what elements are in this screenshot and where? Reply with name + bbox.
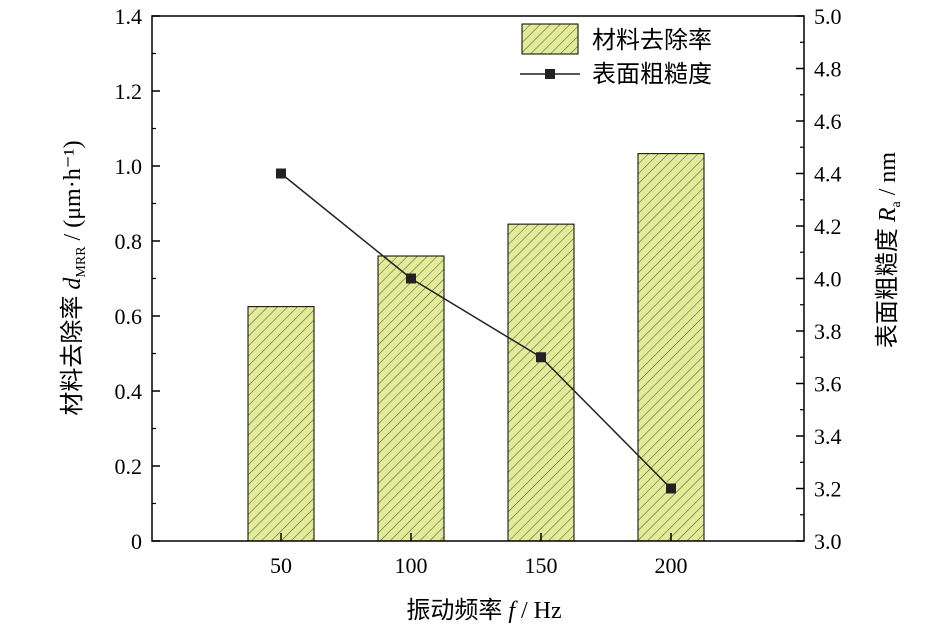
bar [247,306,315,542]
legend-label-bar: 材料去除率 [592,27,712,54]
x-axis-label-text: 振动频率 [406,597,502,624]
left-tick-label: 0 [131,529,142,554]
x-tick-label: 200 [655,553,688,578]
right-tick-label: 4.8 [814,57,842,82]
bars-group [247,153,705,542]
series-line [280,172,672,490]
x-tick-label: 100 [395,553,428,578]
right-tick-label: 5.0 [814,4,842,29]
line-point [666,483,676,494]
left-tick-label: 0.6 [115,304,143,329]
x-axis-label: 振动频率 f / Hz [406,597,561,624]
left-tick-label: 0.4 [115,379,143,404]
line-series-group [276,168,676,494]
right-axis-label-sub: a [889,200,904,207]
x-tick-label: 150 [525,553,558,578]
right-tick-label: 4.4 [814,162,842,187]
right-axis-label-unit: / nm [875,152,901,202]
legend: 材料去除率 表面粗糙度 [520,23,712,88]
right-axis: 3.0 3.2 3.4 3.6 3.8 4.0 4.2 4.4 4.6 4.8 5.0 [796,4,842,554]
bar [507,223,575,542]
left-tick-label: 1.2 [115,79,143,104]
legend-label-line: 表面粗糙度 [592,61,712,88]
right-tick-label: 4.6 [814,109,842,134]
left-axis-label-unit: / (μm·h⁻¹) [60,140,86,246]
legend-swatch-bar [521,23,579,55]
left-tick-label: 1.4 [115,4,143,29]
line-point [536,352,546,363]
left-axis-label-text: 材料去除率 [59,296,86,416]
right-tick-label: 4.2 [814,214,842,239]
left-axis-label: 材料去除率 dMRR / (μm·h⁻¹) [59,140,89,415]
left-tick-label: 0.2 [115,454,143,479]
bar [637,153,705,542]
left-axis-label-var: d [60,277,86,290]
right-tick-label: 3.6 [814,372,842,397]
right-tick-label: 3.2 [814,477,842,502]
x-axis: 50 100 150 200 [270,533,688,578]
right-tick-label: 3.8 [814,319,842,344]
left-tick-label: 1.0 [115,154,143,179]
x-axis-label-var: f [508,598,518,624]
right-axis-label: 表面粗糙度 Ra / nm [874,152,904,349]
right-tick-label: 4.0 [814,267,842,292]
line-point [406,273,416,284]
bar [377,255,445,542]
left-axis-label-sub: MRR [74,246,89,278]
line-point [276,168,286,179]
right-tick-label: 3.4 [814,424,842,449]
right-axis-label-text: 表面粗糙度 [874,228,901,348]
x-tick-label: 50 [270,553,292,578]
left-axis: 0 0.2 0.4 0.6 0.8 1.0 1.2 1.4 [115,4,160,554]
left-tick-label: 0.8 [115,229,143,254]
right-tick-label: 3.0 [814,529,842,554]
right-axis-label-var: R [875,207,901,223]
x-axis-label-unit: / Hz [515,598,562,624]
legend-swatch-marker [545,69,555,79]
